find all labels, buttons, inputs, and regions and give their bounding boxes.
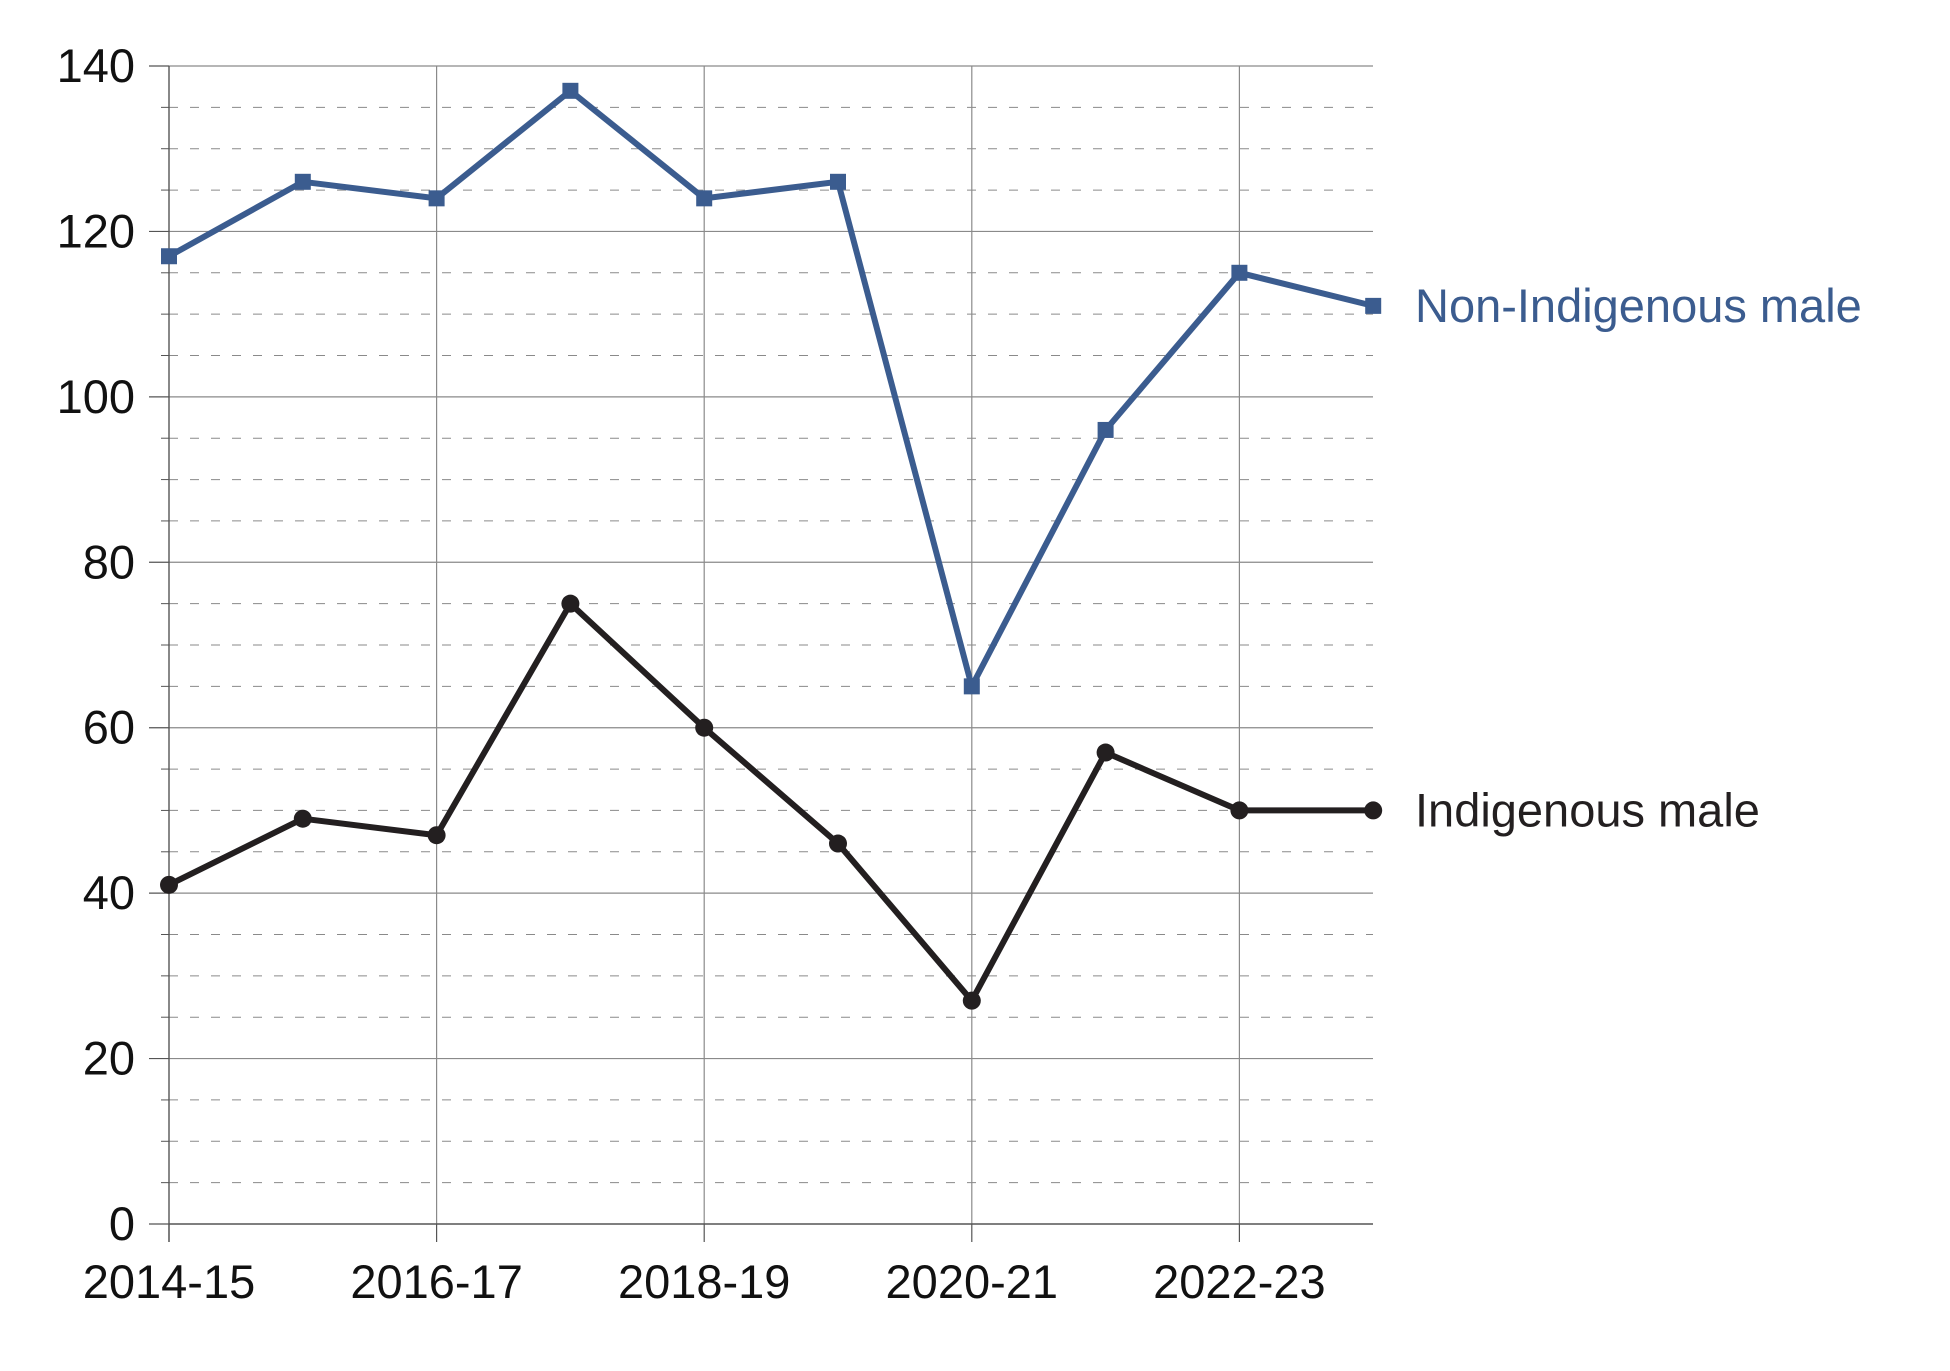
data-point bbox=[1096, 743, 1115, 762]
x-axis-ticks: 2014-15 2016-17 2018-19 2020-21 2022-23 bbox=[83, 1224, 1326, 1308]
series-group bbox=[160, 82, 1383, 1010]
data-point bbox=[161, 248, 177, 265]
data-point bbox=[561, 594, 580, 613]
y-tick-label: 60 bbox=[83, 701, 135, 754]
series-line bbox=[167, 86, 1374, 695]
y-tick-label: 20 bbox=[83, 1032, 135, 1085]
y-tick-label: 120 bbox=[57, 204, 135, 257]
data-point bbox=[1230, 801, 1249, 820]
y-tick-label: 40 bbox=[83, 866, 135, 919]
data-point bbox=[293, 809, 312, 828]
x-tick-label: 2020-21 bbox=[886, 1255, 1059, 1308]
series-labels: Non-Indigenous male Indigenous male bbox=[1415, 279, 1862, 837]
y-tick-label: 0 bbox=[109, 1197, 135, 1250]
x-tick-label: 2016-17 bbox=[350, 1255, 523, 1308]
data-point bbox=[160, 875, 178, 894]
data-point bbox=[428, 190, 445, 207]
x-tick-label: 2018-19 bbox=[618, 1255, 791, 1308]
y-axis-ticks: 0 20 40 60 80 100 120 140 bbox=[57, 39, 169, 1250]
series-0 bbox=[161, 82, 1382, 695]
y-tick-label: 80 bbox=[83, 535, 135, 588]
data-point bbox=[1231, 264, 1248, 281]
data-point bbox=[1365, 297, 1382, 314]
y-tick-label: 140 bbox=[57, 39, 135, 92]
axes bbox=[168, 66, 1373, 1242]
data-point bbox=[427, 826, 446, 845]
series-label: Indigenous male bbox=[1415, 783, 1760, 836]
series-line bbox=[167, 598, 1374, 1006]
data-point bbox=[1097, 421, 1114, 438]
grid bbox=[169, 65, 1373, 1224]
y-tick-label: 100 bbox=[57, 370, 135, 423]
x-tick-label: 2014-15 bbox=[83, 1255, 256, 1308]
data-point bbox=[1364, 801, 1383, 820]
data-point bbox=[696, 190, 713, 207]
data-point bbox=[829, 834, 847, 853]
data-point bbox=[830, 173, 846, 190]
data-point bbox=[562, 82, 579, 99]
data-point bbox=[963, 678, 980, 695]
series-1 bbox=[160, 594, 1383, 1010]
series-label: Non-Indigenous male bbox=[1415, 279, 1862, 332]
data-point bbox=[294, 173, 311, 190]
data-point bbox=[962, 991, 981, 1010]
data-point bbox=[695, 718, 714, 737]
x-tick-label: 2022-23 bbox=[1153, 1255, 1326, 1308]
